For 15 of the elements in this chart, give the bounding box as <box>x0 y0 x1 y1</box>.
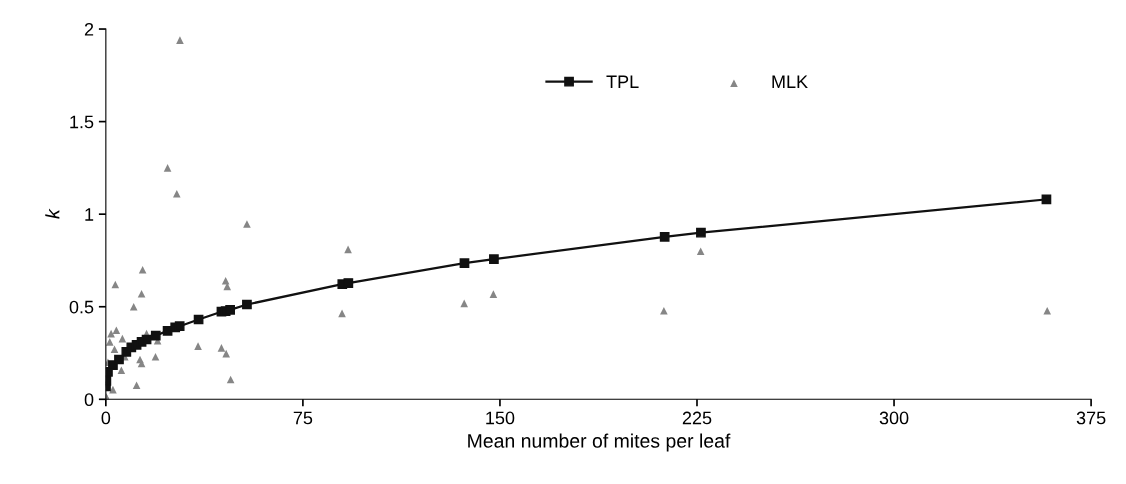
x-axis-title: Mean number of mites per leaf <box>468 433 731 452</box>
x-tick-label: 225 <box>682 411 712 425</box>
legend-label: MLK <box>772 75 808 88</box>
y-tick-label: 0 <box>84 393 94 407</box>
x-tick-label: 375 <box>1076 411 1106 425</box>
x-tick-label: 300 <box>879 411 909 425</box>
y-tick-label: 0.5 <box>69 300 94 314</box>
legend-label: TPL <box>606 75 639 88</box>
y-axis-title: k <box>45 208 60 219</box>
y-tick-label: 1 <box>85 208 94 221</box>
y-tick-label: 2 <box>84 22 94 36</box>
x-tick-label: 75 <box>293 411 313 425</box>
y-tick-label: 1.5 <box>70 115 94 129</box>
x-tick-label: 150 <box>486 411 515 425</box>
x-tick-label: 0 <box>101 411 111 425</box>
